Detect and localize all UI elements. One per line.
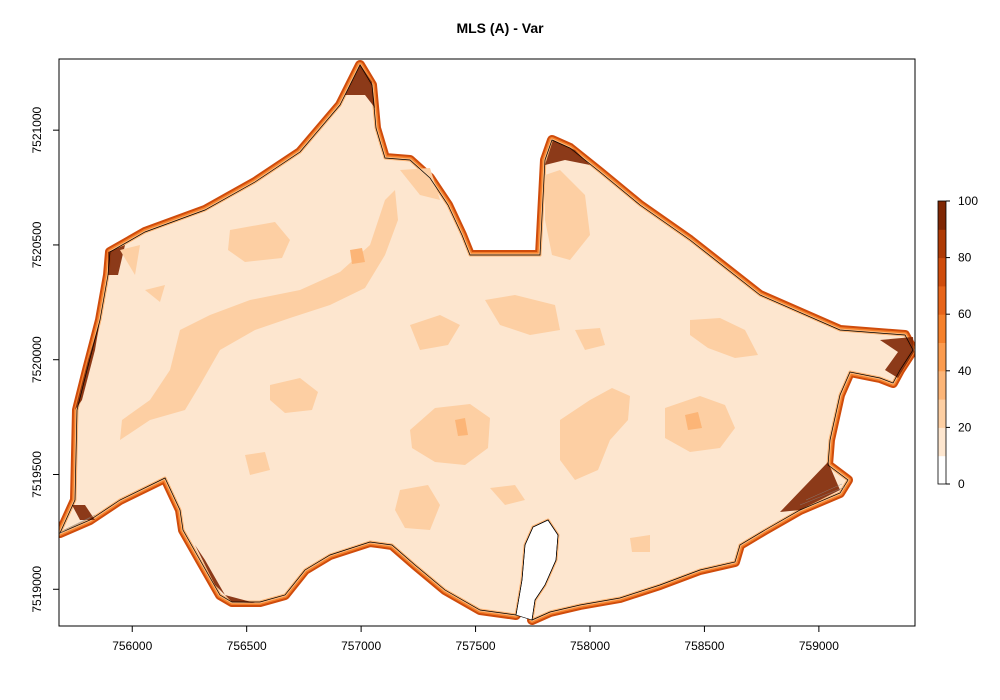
legend-tick-label: 0 <box>958 477 965 491</box>
x-tick-label: 756500 <box>227 639 267 653</box>
legend-tick-label: 40 <box>958 364 972 378</box>
edge-hotspot <box>72 505 95 520</box>
y-tick-label: 7520500 <box>30 221 44 268</box>
variance-patch <box>410 315 460 350</box>
edge-hotspot <box>75 320 100 410</box>
y-tick-label: 7520000 <box>30 336 44 383</box>
variance-patch <box>490 485 525 505</box>
legend-frame <box>937 200 947 485</box>
contour-line <box>59 517 91 534</box>
x-tick-label: 757500 <box>456 639 496 653</box>
variance-patch <box>120 245 140 275</box>
variance-map <box>59 60 915 625</box>
field-boundary <box>59 64 914 621</box>
variance-patch <box>630 535 650 552</box>
y-axis: 7519000 7519500 7520000 7520500 7521000 <box>30 106 60 613</box>
edge-hotspot <box>880 337 914 378</box>
variance-patch <box>410 404 490 465</box>
contour-line <box>799 486 846 506</box>
legend-swatch <box>938 370 946 400</box>
x-tick-label: 759000 <box>799 639 839 653</box>
legend-swatch <box>938 229 946 259</box>
variance-patch <box>690 318 758 358</box>
map-title: MLS (A) - Var <box>456 20 544 36</box>
legend-swatch <box>938 314 946 343</box>
legend-swatch <box>938 427 946 457</box>
variance-patch <box>545 170 590 260</box>
edge-hotspot <box>780 462 840 512</box>
variance-patch <box>560 388 630 480</box>
edge-hotspot <box>345 64 375 108</box>
x-tick-label: 758000 <box>570 639 610 653</box>
variance-core <box>455 418 468 436</box>
legend-swatch <box>938 399 946 428</box>
variance-patch <box>485 295 560 335</box>
variance-patch <box>145 285 165 302</box>
legend-tick-label: 80 <box>958 251 972 265</box>
variance-patch <box>400 168 440 200</box>
y-tick-label: 7521000 <box>30 106 44 153</box>
legend-tick-label: 20 <box>958 420 972 434</box>
color-legend: 0 20 40 60 80 100 <box>937 194 978 491</box>
variance-patch <box>575 328 605 350</box>
edge-hotspot <box>545 140 590 165</box>
x-tick-label: 758500 <box>684 639 724 653</box>
contour-line <box>63 514 96 531</box>
variance-patch <box>270 378 318 413</box>
variance-core <box>685 412 702 430</box>
y-tick-label: 7519000 <box>30 566 44 613</box>
x-axis: 756000 756500 757000 757500 758000 758500 7590… <box>112 625 839 653</box>
legend-tick-label: 60 <box>958 307 972 321</box>
legend-swatch <box>938 257 946 287</box>
variance-patch <box>395 485 440 530</box>
legend-swatch <box>938 285 946 315</box>
contour-line <box>805 483 843 501</box>
variance-patch <box>245 452 270 475</box>
variance-core <box>350 248 365 264</box>
variance-patch <box>120 190 398 440</box>
legend-swatch <box>938 201 946 230</box>
x-tick-label: 757000 <box>341 639 381 653</box>
x-tick-label: 756000 <box>112 639 152 653</box>
edge-hotspot <box>108 245 125 275</box>
legend-swatch <box>938 455 946 485</box>
legend-swatch <box>938 342 946 372</box>
y-tick-label: 7519500 <box>30 451 44 498</box>
legend-tick-label: 100 <box>958 194 978 208</box>
variance-patch <box>228 222 290 262</box>
